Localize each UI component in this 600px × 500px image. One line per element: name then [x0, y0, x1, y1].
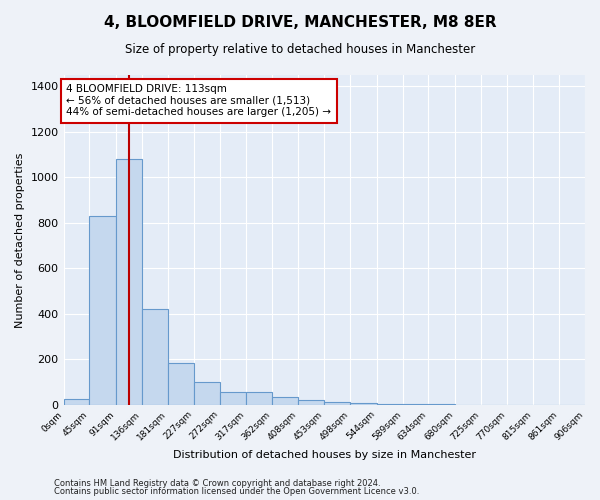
Y-axis label: Number of detached properties: Number of detached properties [15, 152, 25, 328]
Text: Contains HM Land Registry data © Crown copyright and database right 2024.: Contains HM Land Registry data © Crown c… [54, 478, 380, 488]
Bar [142, 309, 168, 404]
Bar [246, 392, 272, 404]
Bar [64, 399, 89, 404]
Bar [298, 400, 324, 404]
Bar [272, 397, 298, 404]
Bar [89, 216, 116, 404]
Text: Contains public sector information licensed under the Open Government Licence v3: Contains public sector information licen… [54, 488, 419, 496]
Bar [168, 362, 194, 405]
Text: 4, BLOOMFIELD DRIVE, MANCHESTER, M8 8ER: 4, BLOOMFIELD DRIVE, MANCHESTER, M8 8ER [104, 15, 496, 30]
Bar [350, 403, 377, 404]
X-axis label: Distribution of detached houses by size in Manchester: Distribution of detached houses by size … [173, 450, 476, 460]
Bar [116, 159, 142, 404]
Bar [194, 382, 220, 404]
Bar [324, 402, 350, 404]
Text: 4 BLOOMFIELD DRIVE: 113sqm
← 56% of detached houses are smaller (1,513)
44% of s: 4 BLOOMFIELD DRIVE: 113sqm ← 56% of deta… [67, 84, 331, 117]
Bar [220, 392, 246, 404]
Text: Size of property relative to detached houses in Manchester: Size of property relative to detached ho… [125, 42, 475, 56]
